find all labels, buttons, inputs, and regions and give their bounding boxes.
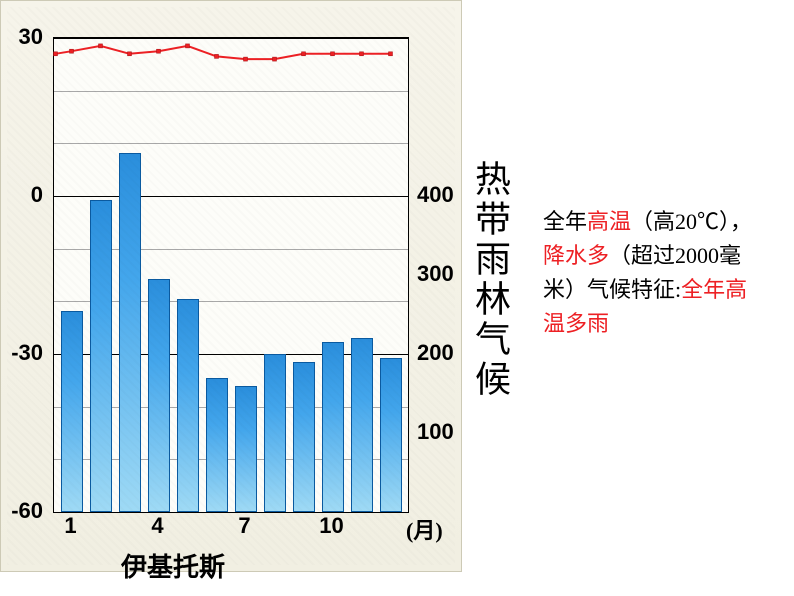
y-right-tick-label: 100 (417, 419, 454, 445)
description-text: 全年高温（高20℃），降水多（超过2000毫米）气候特征:全年高温多雨 (543, 205, 758, 341)
bar-series (54, 38, 408, 512)
bar-month-4 (148, 279, 170, 512)
bar-month-11 (351, 338, 373, 512)
climate-type-title: 热带雨林气候 (473, 160, 509, 400)
x-tick-label: 7 (238, 513, 250, 539)
location-label: 伊基托斯 (121, 547, 225, 584)
y-left-tick-label: 0 (31, 182, 43, 208)
bar-month-1 (61, 311, 83, 512)
x-tick-label: 4 (151, 513, 163, 539)
bar-month-6 (206, 378, 228, 512)
desc-seg5: 降水多 (543, 243, 609, 268)
chart-frame: 300-30-60 400300200100 14710 (月) 伊基托斯 (0, 0, 462, 572)
bar-month-2 (90, 200, 112, 512)
page-root: 300-30-60 400300200100 14710 (月) 伊基托斯 热带… (0, 0, 794, 596)
y-right-tick-label: 300 (417, 261, 454, 287)
y-right-tick-label: 200 (417, 340, 454, 366)
bar-month-5 (177, 299, 199, 512)
bar-month-3 (119, 153, 141, 512)
y-axis-right-labels: 400 300 200 100 (409, 37, 459, 511)
desc-seg3: （高 (631, 209, 675, 234)
x-tick-label: 1 (64, 513, 76, 539)
bar-month-9 (293, 362, 315, 512)
y-left-tick-label: -60 (11, 498, 43, 524)
plot-area (53, 37, 409, 513)
desc-seg1: 全年 (543, 209, 587, 234)
y-axis-left-labels: 300-30-60 (1, 37, 51, 511)
y-left-tick-label: -30 (11, 340, 43, 366)
x-axis-labels: 1 4 7 10 (53, 513, 407, 541)
bar-month-12 (380, 358, 402, 512)
desc-seg4: 20℃）， (675, 209, 752, 234)
bar-month-10 (322, 342, 344, 512)
bar-month-7 (235, 386, 257, 512)
x-axis-unit: (月) (406, 513, 443, 545)
x-tick-label: 10 (319, 513, 343, 539)
y-left-tick-label: 30 (19, 24, 43, 50)
y-right-tick-label: 400 (417, 182, 454, 208)
desc-seg2: 高温 (587, 209, 631, 234)
bar-month-8 (264, 354, 286, 512)
